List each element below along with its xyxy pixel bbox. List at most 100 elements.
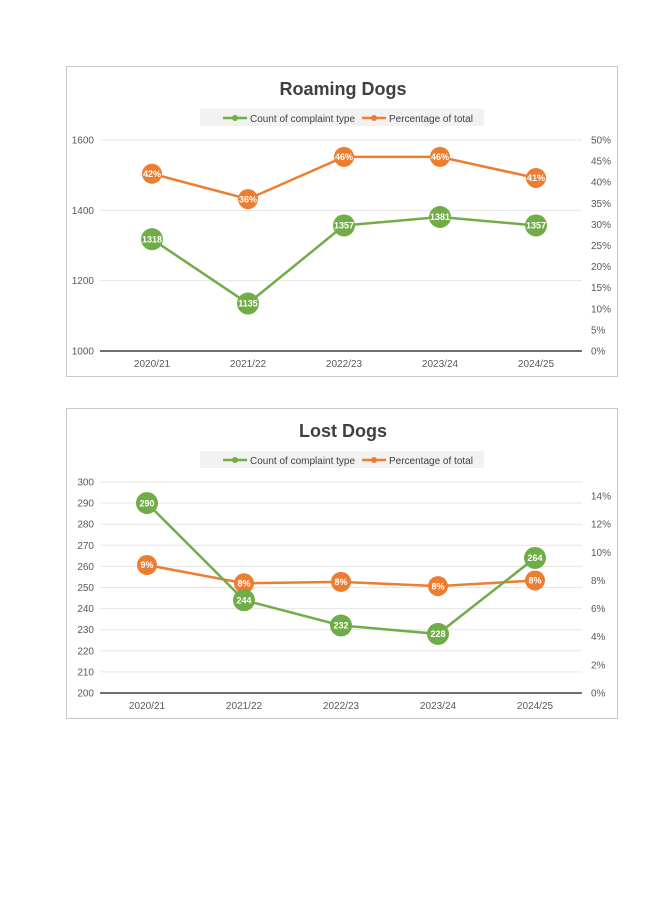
y2-tick-label: 25% xyxy=(591,241,611,252)
lost-dogs-chart-svg: Lost Dogs Count of complaint type Percenta… xyxy=(77,421,611,712)
y-tick-label: 300 xyxy=(77,478,94,489)
series-count-data-label: 1381 xyxy=(430,212,450,222)
series-percent-point xyxy=(331,571,351,592)
x-tick-label: 2021/22 xyxy=(226,701,263,712)
x-tick-label: 2023/24 xyxy=(422,359,459,370)
legend-box xyxy=(200,451,484,468)
series-count-data-label: 232 xyxy=(333,621,348,631)
x-tick-label: 2024/25 xyxy=(517,701,554,712)
series-count-data-label: 228 xyxy=(430,629,445,639)
series-count-point xyxy=(136,492,158,515)
y2-tick-label: 30% xyxy=(591,220,611,231)
series-count-data-label: 1357 xyxy=(334,221,354,231)
y2-tick-label: 14% xyxy=(591,492,611,503)
x-tick-label: 2021/22 xyxy=(230,359,267,370)
roaming-dogs-chart-svg: Roaming Dogs Count of complaint type Perce… xyxy=(72,79,611,370)
y-tick-label: 290 xyxy=(77,499,94,510)
legend-percent-marker xyxy=(371,115,377,121)
y2-tick-label: 10% xyxy=(591,548,611,559)
series-percent-data-label: 8% xyxy=(528,576,541,586)
y-tick-label: 1400 xyxy=(72,206,95,217)
y2-tick-label: 50% xyxy=(591,136,611,147)
series-percent-data-label: 9% xyxy=(140,560,153,570)
x-tick-label: 2024/25 xyxy=(518,359,555,370)
x-tick-label: 2020/21 xyxy=(134,359,171,370)
series-count-line xyxy=(146,502,536,636)
y2-tick-label: 35% xyxy=(591,199,611,210)
series-percent-point xyxy=(137,554,157,575)
legend-percent-label: Percentage of total xyxy=(389,456,473,467)
series-count-data-label: 1135 xyxy=(238,299,258,309)
series-percent-data-label: 42% xyxy=(143,169,161,179)
y-tick-label: 230 xyxy=(77,625,94,636)
series-percent-point xyxy=(238,189,258,210)
legend-count-marker xyxy=(232,115,238,121)
legend-count-label: Count of complaint type xyxy=(250,456,355,467)
series-percent-point xyxy=(142,163,162,184)
y-tick-label: 210 xyxy=(77,667,94,678)
y2-tick-label: 40% xyxy=(591,178,611,189)
y-tick-label: 1200 xyxy=(72,276,95,287)
y2-tick-label: 6% xyxy=(591,604,606,615)
legend-count-label: Count of complaint type xyxy=(250,114,355,125)
y2-tick-label: 15% xyxy=(591,283,611,294)
y-tick-label: 250 xyxy=(77,583,94,594)
roaming-dogs-chart: Roaming Dogs Count of complaint type Perce… xyxy=(66,66,618,377)
legend-percent-marker xyxy=(371,457,377,463)
series-percent-point xyxy=(430,146,450,167)
series-percent-data-label: 46% xyxy=(335,152,353,162)
y2-tick-label: 12% xyxy=(591,520,611,531)
series-percent-data-label: 41% xyxy=(527,173,545,183)
x-tick-label: 2022/23 xyxy=(323,701,360,712)
series-percent-point xyxy=(334,146,354,167)
y-tick-label: 240 xyxy=(77,604,94,615)
series-count-data-label: 1357 xyxy=(526,221,546,231)
series-count-point xyxy=(233,589,255,612)
series-count-point xyxy=(525,214,547,237)
y2-tick-label: 0% xyxy=(591,347,606,358)
series-percent-data-label: 8% xyxy=(237,578,250,588)
y2-tick-label: 0% xyxy=(591,689,606,700)
lost-dogs-chart: Lost Dogs Count of complaint type Percenta… xyxy=(66,408,618,719)
series-percent-point xyxy=(234,573,254,594)
y-tick-label: 200 xyxy=(77,689,94,700)
series-percent-data-label: 8% xyxy=(431,581,444,591)
y-tick-label: 220 xyxy=(77,646,94,657)
y2-tick-label: 45% xyxy=(591,157,611,168)
x-tick-label: 2023/24 xyxy=(420,701,457,712)
series-percent-point xyxy=(428,576,448,597)
legend-count-marker xyxy=(232,457,238,463)
series-percent-data-label: 8% xyxy=(334,577,347,587)
y2-tick-label: 20% xyxy=(591,262,611,273)
series-count-point xyxy=(333,214,355,237)
y2-tick-label: 8% xyxy=(591,576,606,587)
y2-tick-label: 5% xyxy=(591,325,606,336)
chart-title: Lost Dogs xyxy=(299,421,387,441)
series-percent-data-label: 36% xyxy=(239,194,257,204)
y2-tick-label: 4% xyxy=(591,632,606,643)
y-tick-label: 1000 xyxy=(72,347,95,358)
series-percent-point xyxy=(525,570,545,591)
series-count-point xyxy=(141,228,163,251)
y-tick-label: 1600 xyxy=(72,136,95,147)
series-percent-point xyxy=(526,167,546,188)
series-count-data-label: 1318 xyxy=(142,234,162,244)
series-count-point xyxy=(427,622,449,645)
series-count-point xyxy=(524,546,546,569)
y-tick-label: 260 xyxy=(77,562,94,573)
series-count-data-label: 264 xyxy=(527,553,542,563)
y-tick-label: 280 xyxy=(77,520,94,531)
series-count-point xyxy=(237,292,259,315)
series-count-data-label: 290 xyxy=(139,498,154,508)
series-count-point xyxy=(429,206,451,229)
x-tick-label: 2022/23 xyxy=(326,359,363,370)
chart-title: Roaming Dogs xyxy=(279,79,406,99)
legend-box xyxy=(200,109,484,126)
series-count-point xyxy=(330,614,352,637)
legend-percent-label: Percentage of total xyxy=(389,114,473,125)
y-tick-label: 270 xyxy=(77,541,94,552)
series-percent-data-label: 46% xyxy=(431,152,449,162)
y2-tick-label: 2% xyxy=(591,660,606,671)
y2-tick-label: 10% xyxy=(591,304,611,315)
series-count-data-label: 244 xyxy=(236,595,251,605)
